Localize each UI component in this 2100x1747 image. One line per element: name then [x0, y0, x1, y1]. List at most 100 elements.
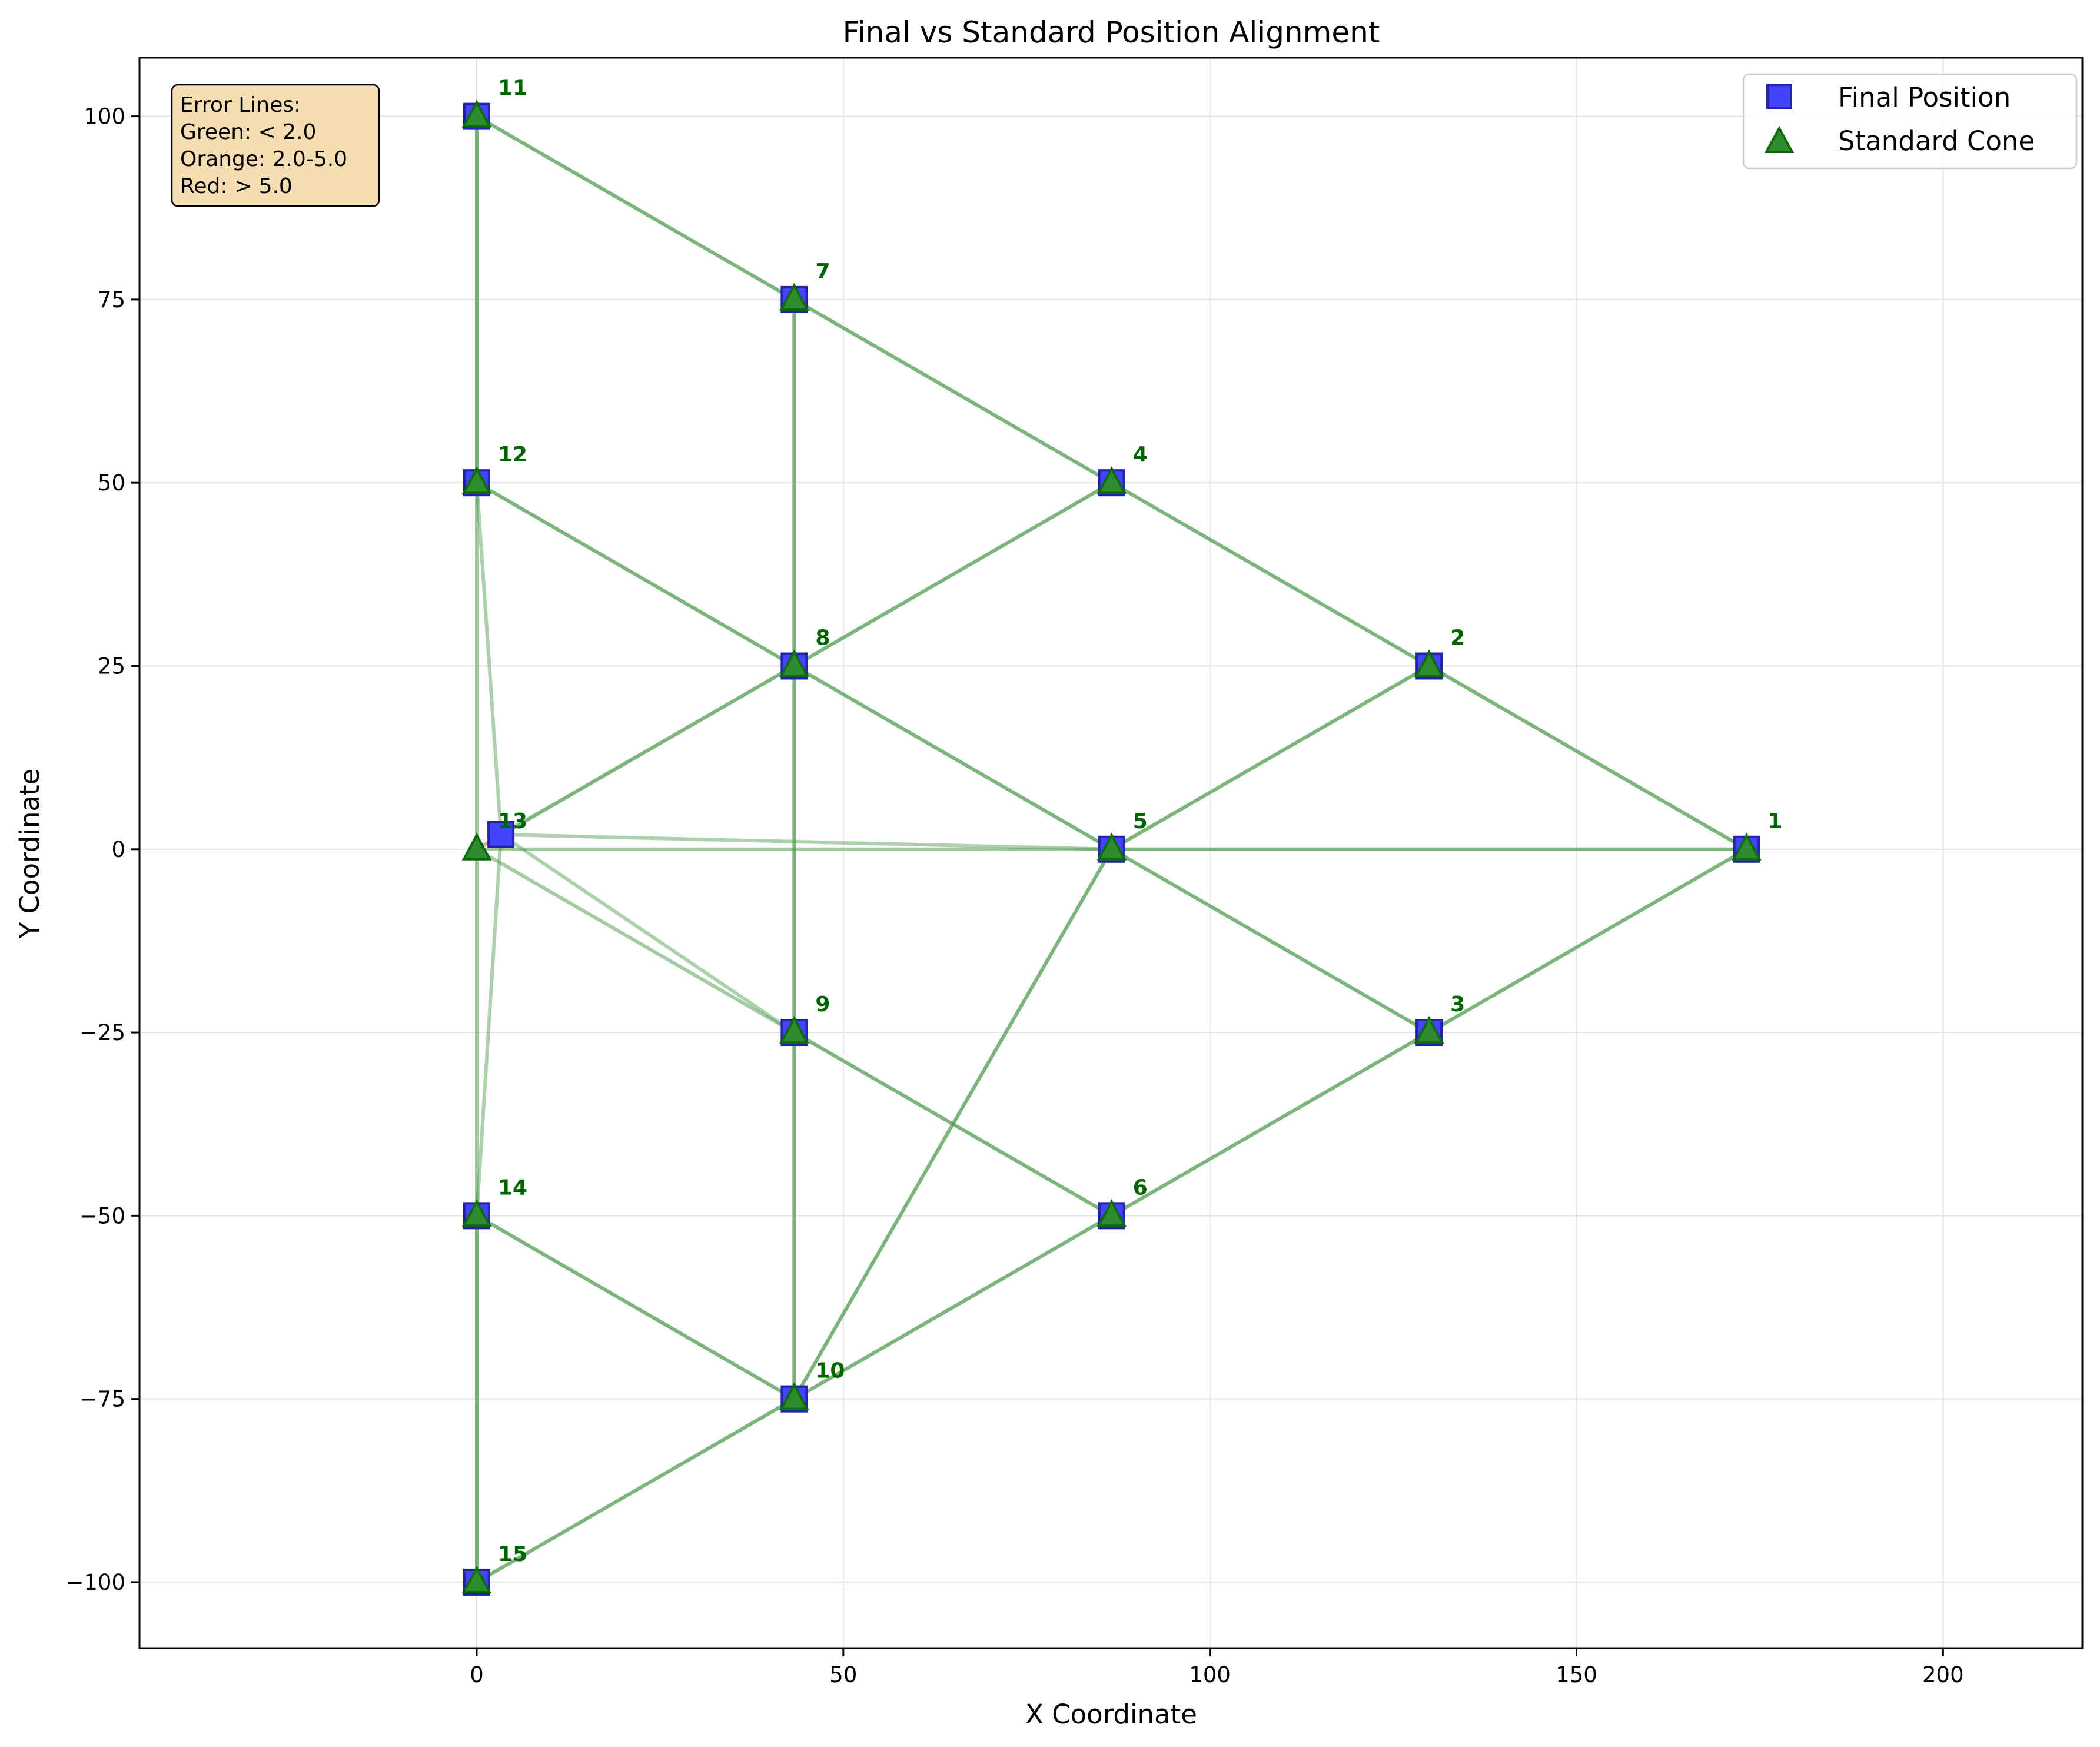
edge-line-8-5 [793, 664, 1113, 851]
note-line-3: Orange: 2.0-5.0 [180, 147, 347, 171]
y-tick-label: −50 [79, 1203, 125, 1228]
edge-line-8-5 [793, 664, 1113, 851]
chart-title: Final vs Standard Position Alignment [843, 15, 1380, 49]
y-tick-label: 25 [98, 653, 125, 679]
point-label-14: 14 [498, 1175, 527, 1200]
edge-line-3-1 [1428, 848, 1747, 1034]
edge-line-7-4 [793, 298, 1113, 484]
y-tick-label: 0 [111, 837, 125, 862]
legend: Final Position Standard Cone [1742, 73, 2078, 170]
edge-line-2-1 [1428, 664, 1747, 851]
edge-line-5-3 [1111, 848, 1430, 1034]
standard-cone-marker-9 [779, 1015, 809, 1044]
edge-line-10-6 [793, 1214, 1113, 1401]
point-label-6: 6 [1133, 1175, 1148, 1200]
edge-line-13-9 [500, 833, 796, 1034]
edge-line-6-3 [1111, 1031, 1430, 1217]
point-label-8: 8 [815, 626, 830, 650]
edge-line-10-5 [792, 848, 1114, 1400]
standard-cone-marker-15 [461, 1565, 492, 1593]
point-label-1: 1 [1767, 809, 1782, 833]
y-tick-label: −75 [79, 1387, 125, 1412]
legend-standard-cone-label: Standard Cone [1838, 125, 2035, 157]
standard-cone-marker-10 [779, 1382, 809, 1410]
y-axis-label: Y Coordinate [14, 769, 45, 939]
edge-line-13-8 [500, 664, 795, 836]
point-label-15: 15 [498, 1542, 527, 1566]
x-tick-label: 150 [1556, 1662, 1597, 1688]
edge-line-3-1 [1428, 848, 1747, 1034]
x-tick-label: 0 [470, 1662, 484, 1688]
point-label-4: 4 [1133, 443, 1148, 467]
point-label-10: 10 [815, 1359, 845, 1383]
x-tick-label: 200 [1922, 1662, 1964, 1688]
legend-final-position-label: Final Position [1838, 82, 2011, 113]
x-tick-label: 50 [829, 1662, 857, 1688]
note-line-1: Error Lines: [180, 93, 301, 117]
y-tick-label: 100 [84, 104, 125, 129]
standard-cone-marker-3 [1414, 1015, 1444, 1044]
note-line-4: Red: > 5.0 [180, 174, 293, 198]
edge-line-7-4 [793, 298, 1113, 484]
edge-line-12-8 [476, 481, 795, 668]
legend-box [1742, 73, 2078, 170]
point-label-3: 3 [1450, 992, 1465, 1017]
edge-line-5-2 [1111, 664, 1430, 851]
standard-cone-marker-11 [461, 99, 492, 128]
standard-cone-marker-6 [1096, 1199, 1127, 1227]
point-label-2: 2 [1450, 626, 1465, 650]
edge-line-2-1 [1428, 664, 1747, 851]
standard-cone-marker-12 [461, 466, 492, 494]
standard-cone-marker-13 [461, 832, 492, 861]
edge-line-11-7 [476, 115, 795, 301]
standard-cone-marker-7 [779, 283, 809, 311]
legend-final-position-marker [1766, 84, 1792, 109]
edge-line-4-2 [1111, 481, 1430, 668]
edge-line-8-4 [793, 481, 1113, 668]
edge-line-5-3 [1111, 848, 1430, 1034]
standard-cone-marker-4 [1096, 466, 1127, 494]
y-tick-label: −100 [65, 1570, 125, 1595]
y-tick-label: −25 [79, 1020, 125, 1045]
y-tick-label: 50 [98, 470, 125, 496]
y-tick-label: 75 [98, 287, 125, 313]
point-label-7: 7 [815, 260, 830, 284]
x-tick-label: 100 [1189, 1662, 1231, 1688]
standard-cone-marker-2 [1414, 649, 1444, 677]
edge-line-15-10 [476, 1397, 795, 1584]
note-line-2: Green: < 2.0 [180, 120, 316, 144]
error-lines-note: Error Lines: Green: < 2.0 Orange: 2.0-5.… [171, 84, 380, 207]
edge-line-13-5 [501, 832, 1112, 851]
point-label-11: 11 [498, 77, 527, 101]
edge-line-13-14 [475, 834, 503, 1216]
edge-line-12-8 [476, 481, 795, 668]
edge-line-6-3 [1111, 1031, 1430, 1217]
note-box [171, 84, 380, 207]
y-axis-ticks: −100 −75 −50 −25 0 25 50 75 100 [65, 104, 139, 1595]
final-position-marker-13 [487, 821, 515, 848]
standard-cone-marker-5 [1096, 832, 1127, 861]
x-axis-label: X Coordinate [1025, 1699, 1197, 1730]
standard-cone-marker-14 [461, 1199, 492, 1227]
edge-lines [475, 115, 1747, 1584]
edge-line-10-5 [792, 848, 1114, 1400]
edge-line-13-8 [476, 664, 795, 851]
point-label-13: 13 [498, 809, 527, 833]
standard-cone-marker-8 [779, 649, 809, 677]
edge-line-15-10 [476, 1397, 795, 1584]
x-axis-ticks: 0 50 100 150 200 [470, 1648, 1964, 1688]
point-label-9: 9 [815, 992, 830, 1017]
plot-frame [138, 57, 2084, 1649]
edge-line-5-2 [1111, 664, 1430, 851]
edge-line-4-2 [1111, 481, 1430, 668]
edge-line-13-9 [476, 848, 795, 1034]
edge-line-8-4 [793, 481, 1113, 668]
standard-cone-markers [461, 99, 1762, 1593]
edge-line-10-6 [793, 1214, 1113, 1401]
point-label-5: 5 [1133, 809, 1148, 833]
standard-cone-marker-1 [1732, 832, 1762, 861]
edge-line-14-10 [476, 1214, 795, 1401]
